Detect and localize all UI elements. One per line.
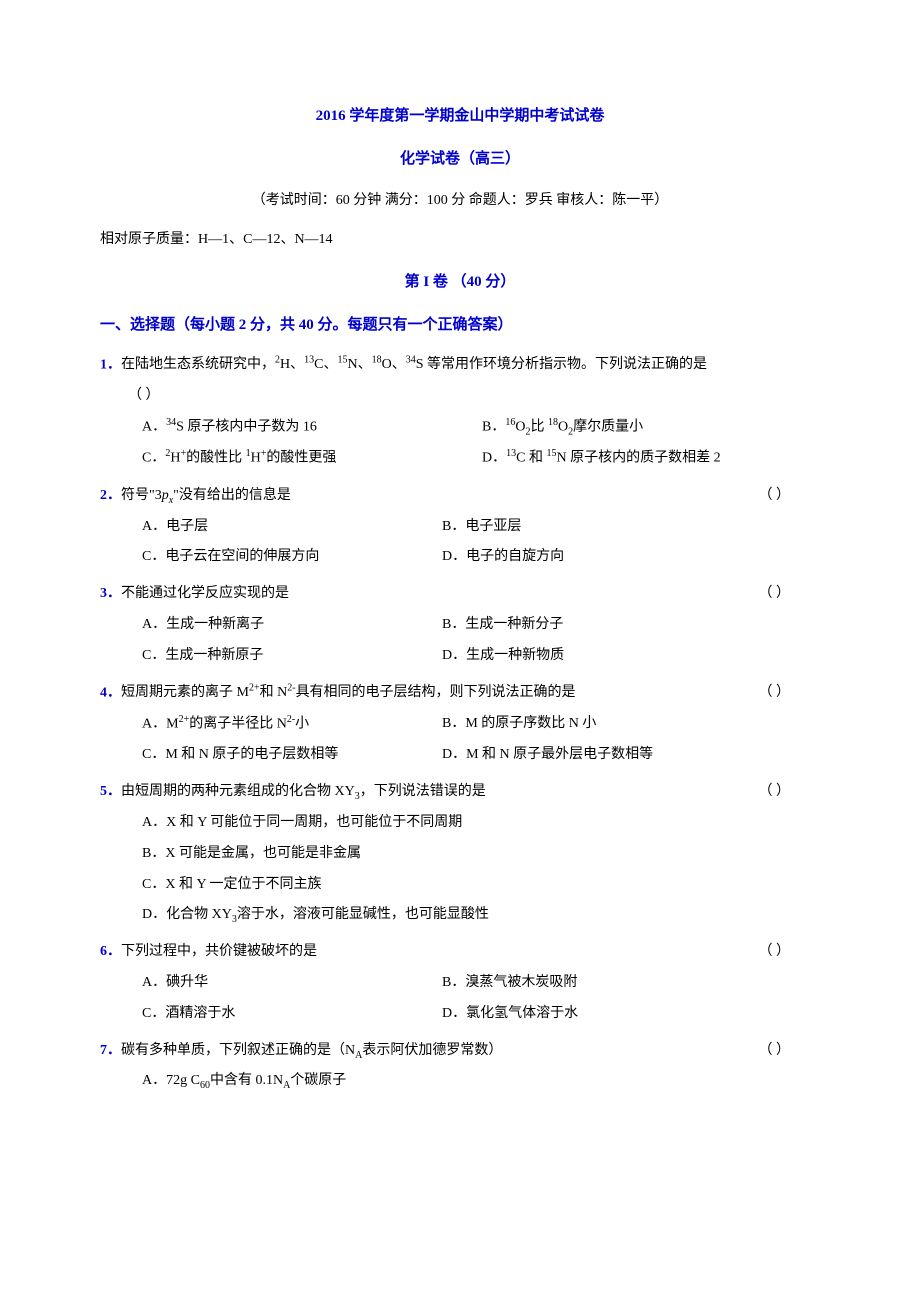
q3-paren: （ ） xyxy=(759,579,791,610)
q4-optB: B．M 的原子序数比 N 小 xyxy=(442,709,820,740)
q5-optD: D．化合物 XY3溶于水，溶液可能显碱性，也可能显酸性 xyxy=(100,900,820,931)
q5-optA: A．X 和 Y 可能位于同一周期，也可能位于不同周期 xyxy=(100,808,820,839)
q3-number: 3． xyxy=(100,586,121,601)
q3-optD: D．生成一种新物质 xyxy=(442,641,820,672)
exam-subtitle: 化学试卷（高三） xyxy=(100,143,820,176)
q4-text: 短周期元素的离子 M2+和 N2-具有相同的电子层结构，则下列说法正确的是 xyxy=(121,685,576,700)
q6-paren: （ ） xyxy=(759,937,791,968)
q3-optC: C．生成一种新原子 xyxy=(142,641,442,672)
section-header: 一、选择题（每小题 2 分，共 40 分。每题只有一个正确答案） xyxy=(100,309,820,342)
q6-optC: C．酒精溶于水 xyxy=(142,999,442,1030)
atomic-mass: 相对原子质量：H—1、C—12、N—14 xyxy=(100,225,820,256)
q7-number: 7． xyxy=(100,1043,121,1058)
q5-optB: B．X 可能是金属，也可能是非金属 xyxy=(100,839,820,870)
q5-text: 由短周期的两种元素组成的化合物 XY3，下列说法错误的是 xyxy=(121,784,486,799)
q6-text: 下列过程中，共价键被破坏的是 xyxy=(121,944,317,959)
q3-optB: B．生成一种新分子 xyxy=(442,610,820,641)
q1-optA: A．34S 原子核内中子数为 16 xyxy=(142,412,482,443)
q1-optD: D．13C 和 15N 原子核内的质子数相差 2 xyxy=(482,443,820,474)
q2-number: 2． xyxy=(100,488,121,503)
question-1: 1．在陆地生态系统研究中，2H、13C、15N、18O、34S 等常用作环境分析… xyxy=(100,350,820,475)
q1-optC: C．2H+的酸性比 1H+的酸性更强 xyxy=(142,443,482,474)
q6-number: 6． xyxy=(100,944,121,959)
question-4: 4．短周期元素的离子 M2+和 N2-具有相同的电子层结构，则下列说法正确的是 … xyxy=(100,678,820,772)
q3-optA: A．生成一种新离子 xyxy=(142,610,442,641)
q2-optD: D．电子的自旋方向 xyxy=(442,542,820,573)
q7-text: 碳有多种单质，下列叙述正确的是（NA表示阿伏加德罗常数） xyxy=(121,1043,502,1058)
q4-optD: D．M 和 N 原子最外层电子数相等 xyxy=(442,740,820,771)
q4-number: 4． xyxy=(100,685,121,700)
question-2: 2．符号"3px"没有给出的信息是 （ ） A．电子层 B．电子亚层 C．电子云… xyxy=(100,481,820,573)
q4-optA: A．M2+的离子半径比 N2-小 xyxy=(142,709,442,740)
q2-optB: B．电子亚层 xyxy=(442,512,820,543)
q6-optD: D．氯化氢气体溶于水 xyxy=(442,999,820,1030)
q1-text: 在陆地生态系统研究中，2H、13C、15N、18O、34S 等常用作环境分析指示… xyxy=(121,357,707,372)
question-5: 5．由短周期的两种元素组成的化合物 XY3，下列说法错误的是 （ ） A．X 和… xyxy=(100,777,820,931)
exam-title: 2016 学年度第一学期金山中学期中考试试卷 xyxy=(100,100,820,133)
q4-optC: C．M 和 N 原子的电子层数相等 xyxy=(142,740,442,771)
part-title: 第 I 卷 （40 分） xyxy=(100,266,820,299)
q1-number: 1． xyxy=(100,357,121,372)
q2-text: 符号"3px"没有给出的信息是 xyxy=(121,488,291,503)
q2-optC: C．电子云在空间的伸展方向 xyxy=(142,542,442,573)
q5-number: 5． xyxy=(100,784,121,799)
question-6: 6．下列过程中，共价键被破坏的是 （ ） A．碘升华 B．溴蒸气被木炭吸附 C．… xyxy=(100,937,820,1029)
q1-optB: B．16O2比 18O2摩尔质量小 xyxy=(482,412,820,443)
question-7: 7．碳有多种单质，下列叙述正确的是（NA表示阿伏加德罗常数） （ ） A．72g… xyxy=(100,1036,820,1098)
exam-info: （考试时间：60 分钟 满分：100 分 命题人：罗兵 审核人：陈一平） xyxy=(100,186,820,217)
q2-paren: （ ） xyxy=(759,481,791,512)
q3-text: 不能通过化学反应实现的是 xyxy=(121,586,289,601)
q7-paren: （ ） xyxy=(759,1036,791,1067)
q4-paren: （ ） xyxy=(759,678,791,709)
q6-optB: B．溴蒸气被木炭吸附 xyxy=(442,968,820,999)
q2-optA: A．电子层 xyxy=(142,512,442,543)
q5-optC: C．X 和 Y 一定位于不同主族 xyxy=(100,870,820,901)
q6-optA: A．碘升华 xyxy=(142,968,442,999)
q5-paren: （ ） xyxy=(759,777,791,808)
q1-paren: （ ） xyxy=(100,381,820,412)
q7-optA: A．72g C60中含有 0.1NA个碳原子 xyxy=(100,1066,820,1097)
question-3: 3．不能通过化学反应实现的是 （ ） A．生成一种新离子 B．生成一种新分子 C… xyxy=(100,579,820,671)
